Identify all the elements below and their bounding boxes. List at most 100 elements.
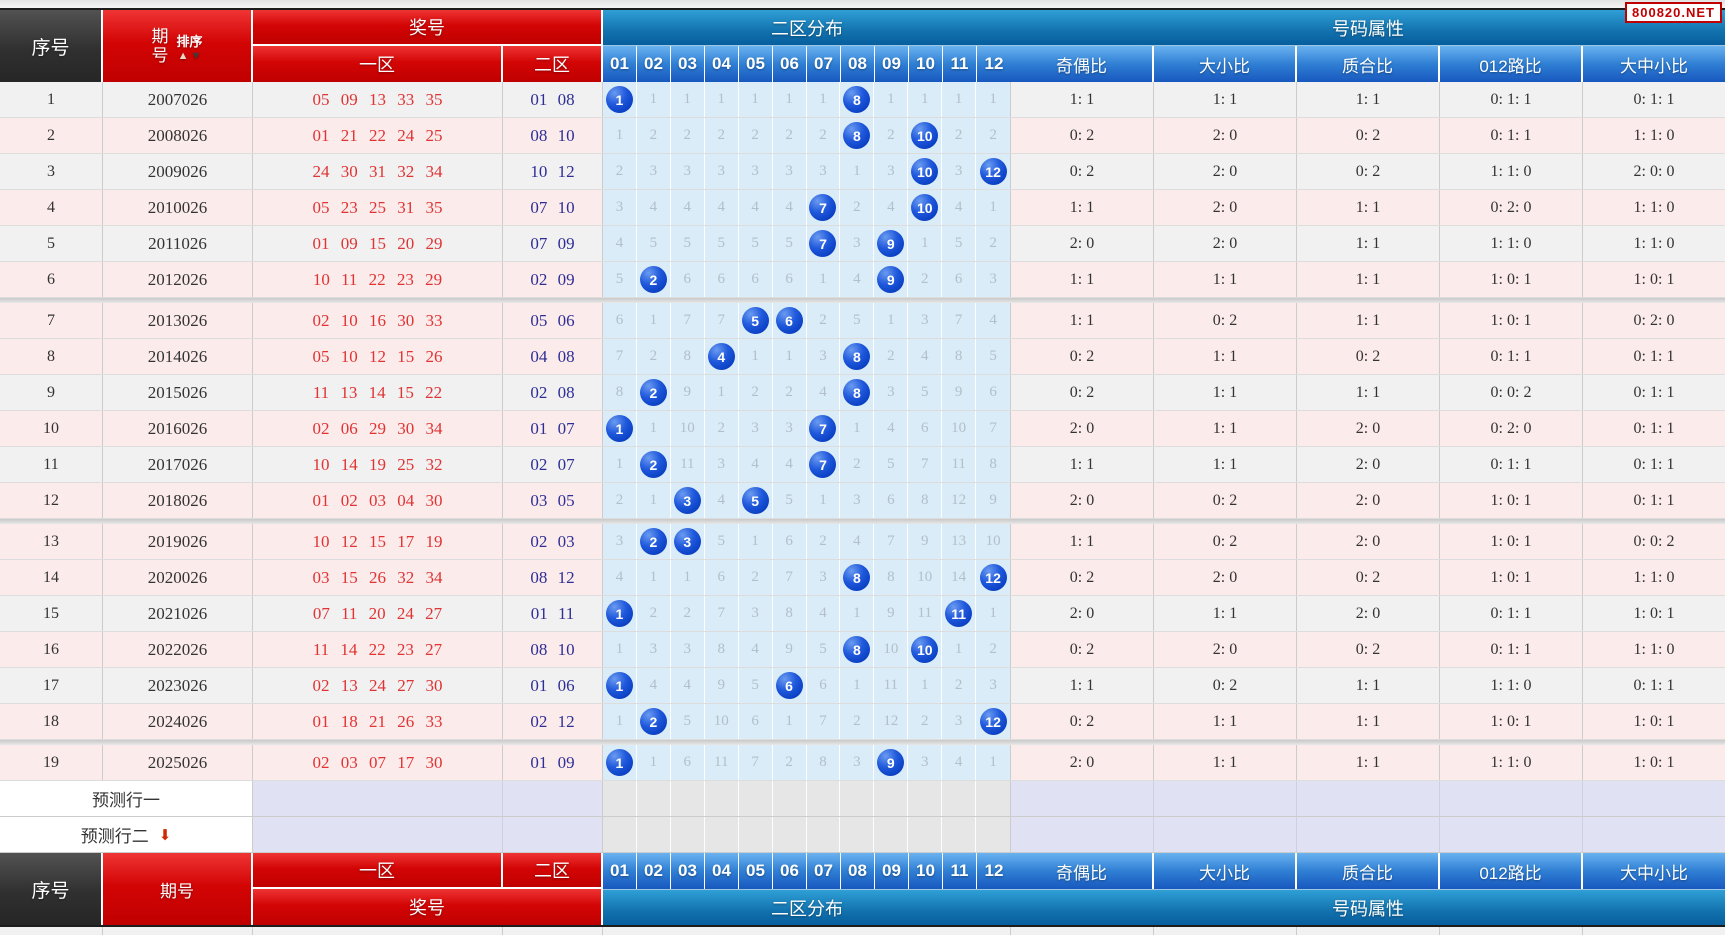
attr-cell: 1: 1	[1297, 190, 1440, 225]
sort-asc-icon[interactable]: ▲	[177, 49, 189, 62]
dist-cell: 1	[874, 82, 909, 117]
dist-cell: 7	[705, 303, 739, 338]
zone1-numbers: 05 23 25 31 35	[253, 190, 503, 225]
dist-cell: 1	[603, 745, 637, 780]
dist-cell: 7	[739, 745, 773, 780]
serial-cell: 8	[0, 339, 103, 374]
hit-ball: 10	[911, 194, 939, 221]
dist-cell: 10	[705, 704, 739, 739]
miss-count: 13	[951, 533, 967, 549]
attr-col-header: 质合比	[1297, 46, 1440, 82]
miss-count: 8	[887, 569, 895, 585]
miss-count: 2	[649, 348, 658, 364]
miss-count: 2	[751, 127, 759, 143]
sort-desc-icon[interactable]: ▼	[190, 49, 202, 62]
attr-cell: 1: 1	[1011, 524, 1154, 559]
dist-cell: 2	[637, 118, 671, 153]
miss-count: 7	[615, 348, 624, 364]
table-row: 4 2010026 05 23 25 31 35 07 10 3 4 4 4 4 4 7 2 4 10 4 1…	[0, 190, 1725, 226]
attr-cell: 2: 0	[1154, 154, 1297, 189]
dist-cell: 7	[908, 447, 943, 482]
dist-cell: 11	[942, 596, 977, 631]
dist-cell: 7	[671, 303, 705, 338]
attr-cell: 0: 1: 1	[1440, 596, 1583, 631]
prediction-row-label[interactable]: 预测行一	[0, 781, 253, 816]
dist-cell: 8	[840, 82, 875, 117]
attr-cell: 2: 0: 0	[1633, 162, 1675, 180]
dist-cell: 3	[637, 632, 671, 667]
period-cell: 2021026	[103, 596, 253, 631]
zone2-numbers: 01 11	[503, 596, 603, 631]
prediction-row-label[interactable]: 预测行二 ⬇	[0, 817, 253, 852]
dist-cell: 7	[705, 596, 739, 631]
dist-cell: 3	[671, 632, 705, 667]
dist-cell: 9	[773, 632, 807, 667]
dist-cell: 1	[739, 524, 773, 559]
dist-cell: 1	[603, 632, 637, 667]
dist-cell: 4	[942, 190, 977, 225]
miss-count: 6	[717, 569, 725, 585]
dist-cell: 2	[637, 596, 671, 631]
attr-cell: 0: 1: 1	[1633, 491, 1675, 509]
prediction-dist-cell	[942, 817, 977, 852]
attr-col-header: 奇偶比	[1011, 46, 1154, 82]
dist-cell: 12	[976, 704, 1010, 739]
dist-cell: 1	[840, 596, 875, 631]
dist-cell: 3	[942, 154, 977, 189]
miss-count: 4	[887, 199, 895, 215]
miss-count: 4	[683, 199, 692, 215]
attr-cell: 1: 0: 1	[1633, 753, 1675, 771]
dist-cell: 6	[603, 303, 637, 338]
prediction-attr-cell	[1154, 781, 1297, 816]
group-separator	[0, 298, 1725, 303]
period-cell: 2023026	[103, 668, 253, 703]
dist-cell: 3	[705, 447, 739, 482]
dist-cell: 4	[874, 411, 909, 446]
dist-cell: 4	[705, 483, 739, 518]
miss-count: 2	[785, 127, 793, 143]
attr-cell: 2: 0	[1154, 190, 1297, 225]
zone1-numbers: 10 11 22 23 29	[253, 262, 503, 297]
miss-count: 1	[853, 163, 861, 179]
hit-ball: 2	[639, 379, 667, 406]
miss-count: 4	[751, 641, 759, 657]
miss-count: 2	[853, 199, 861, 215]
attr-cell: 2: 0	[1011, 745, 1154, 780]
attr-cell: 1: 1	[1154, 745, 1297, 780]
dist-cell: 5	[705, 524, 739, 559]
dist-col-header: 03	[671, 46, 705, 82]
miss-count: 1	[989, 91, 997, 107]
miss-count: 3	[615, 199, 624, 215]
miss-count: 3	[989, 271, 997, 287]
sort-control[interactable]: 排序 ▲ ▼	[176, 33, 203, 62]
prediction-dist-cell	[840, 817, 875, 852]
zone2-numbers: 08 10	[503, 632, 603, 667]
dist-cell: 6	[739, 262, 773, 297]
dist-cell: 1	[942, 632, 977, 667]
miss-count: 5	[649, 235, 658, 251]
dist-cell: 6	[908, 411, 943, 446]
dist-cell: 2	[976, 632, 1010, 667]
zone1-numbers: 11 13 14 15 22	[253, 375, 503, 410]
prediction-arrow-icon[interactable]: ⬇	[158, 825, 172, 844]
prediction-attr-cell	[1154, 817, 1297, 852]
attr-cell: 0: 2: 0	[1440, 411, 1583, 446]
attr-cell: 1: 1	[1297, 668, 1440, 703]
header-zone1: 一区	[253, 46, 503, 82]
attr-cell: 2: 0	[1154, 560, 1297, 595]
attr-cell: 1: 1	[1154, 339, 1297, 374]
attr-column-headers: 奇偶比 大小比 质合比 012路比 大中小比	[1011, 46, 1725, 82]
table-row: 19 2025026 02 03 07 17 30 01 09 1 1 6 11 7 2 8 3 9 3 4…	[0, 745, 1725, 781]
prediction-attr-cell	[1297, 781, 1440, 816]
dist-strip: 3 4 4 4 4 4 7 2 4 10 4 1	[603, 190, 1011, 225]
dist-cell: 9	[705, 668, 739, 703]
attr-cell: 0: 0: 2	[1440, 375, 1583, 410]
dist-cell: 7	[807, 190, 841, 225]
dist-cell: 10	[942, 411, 977, 446]
attr-cell: 0: 1: 1	[1440, 447, 1583, 482]
dist-footer-group: 01 02 03 04 05 06 07 08 09 10 11 12 二区分布	[603, 853, 1011, 925]
hit-ball: 5	[741, 487, 769, 514]
prediction-dist-cell	[637, 781, 671, 816]
